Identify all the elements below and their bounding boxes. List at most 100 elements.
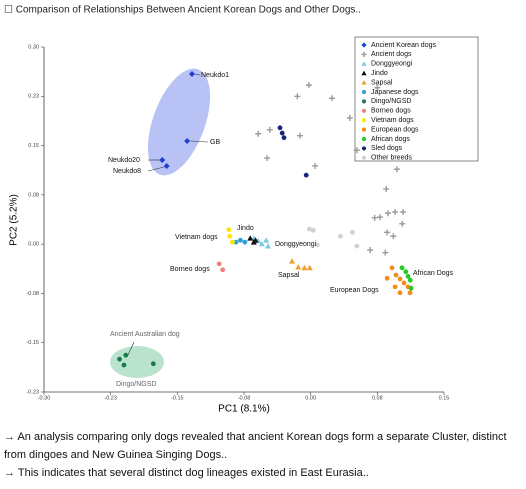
point <box>392 208 399 215</box>
legend-marker <box>361 118 367 123</box>
point <box>297 132 303 139</box>
point <box>400 208 407 215</box>
point <box>230 239 235 245</box>
point <box>305 82 312 89</box>
cluster-highlight <box>147 68 211 176</box>
legend-marker <box>361 89 367 95</box>
legend-label: European dogs <box>371 126 419 133</box>
y-tick-label: -0.15 <box>26 340 39 346</box>
point <box>314 242 320 248</box>
point <box>393 272 399 278</box>
legend-marker <box>361 51 367 57</box>
point <box>163 162 170 169</box>
point <box>247 235 254 241</box>
legend-marker <box>361 136 367 142</box>
legend-label: Japanese dogs <box>371 89 419 96</box>
point <box>238 237 243 243</box>
point <box>242 239 248 245</box>
point <box>281 135 287 141</box>
x-tick-label: -0.15 <box>171 395 184 401</box>
point <box>303 172 309 178</box>
point <box>408 285 414 291</box>
chart: ☐ Comparison of Relationships Between An… <box>4 5 479 415</box>
notes: → An analysis comparing only dogs reveal… <box>4 428 522 482</box>
legend-marker <box>361 146 367 151</box>
point <box>384 229 391 236</box>
point <box>266 126 273 133</box>
legend-marker <box>361 80 367 85</box>
annotation: Dingo/NGSD <box>116 381 156 388</box>
cluster-highlight <box>110 346 164 378</box>
note: → An analysis comparing only dogs reveal… <box>4 431 507 461</box>
legend-marker <box>361 127 367 132</box>
point <box>295 264 302 270</box>
point <box>279 130 285 136</box>
point <box>346 114 353 121</box>
legend-marker <box>361 108 367 113</box>
legend-label: Jindo <box>371 70 388 77</box>
x-tick-label: 0.08 <box>372 395 383 401</box>
legend-label: Sled dogs <box>371 145 403 152</box>
legend-label: Vietnam dogs <box>371 117 414 124</box>
x-tick-label: 0.00 <box>305 395 316 401</box>
y-axis-label: PC2 (5.2%) <box>9 194 20 246</box>
legend-box <box>354 36 479 162</box>
point <box>353 147 360 154</box>
legend-label: African dogs <box>371 136 410 143</box>
legend-label: Donggyeongi <box>371 61 413 68</box>
point <box>399 220 406 227</box>
legend-label: Dingo/NGSD <box>371 98 411 105</box>
annotation: Neukdo1 <box>201 72 229 79</box>
point <box>384 275 390 281</box>
point <box>184 137 191 144</box>
point <box>371 214 378 221</box>
note: → This indicates that several distinct d… <box>4 467 369 479</box>
point <box>397 290 403 296</box>
y-tick-label: -0.23 <box>26 389 39 395</box>
point <box>312 162 319 169</box>
point <box>220 267 226 273</box>
point <box>258 240 265 247</box>
legend-label: Ancient dogs <box>371 51 412 58</box>
x-tick-label: -0.30 <box>38 395 51 401</box>
point <box>123 352 129 358</box>
point <box>306 226 312 232</box>
y-tick-label: 0.30 <box>28 44 39 50</box>
point <box>393 166 400 173</box>
point <box>350 229 355 235</box>
point <box>227 233 233 239</box>
legend-marker <box>361 99 367 104</box>
point <box>338 233 343 239</box>
point <box>374 84 381 91</box>
annotation-arrows <box>127 73 209 356</box>
point <box>392 284 398 290</box>
point <box>150 361 156 367</box>
annotation: Sapsal <box>278 272 300 279</box>
x-tick-label: 0.15 <box>439 395 450 401</box>
point <box>389 265 395 271</box>
point <box>252 237 259 243</box>
point <box>117 356 122 362</box>
point <box>397 276 403 282</box>
point <box>301 264 308 271</box>
point <box>405 273 411 279</box>
legend-label: Ancient Korean dogs <box>371 42 436 49</box>
annotation: Neukdo20 <box>108 157 140 164</box>
y-tick-label: 0.00 <box>28 242 39 248</box>
legend-marker <box>361 155 367 160</box>
legend-marker <box>361 42 367 48</box>
y-tick-label: 0.15 <box>28 143 39 149</box>
point <box>399 265 405 271</box>
point <box>226 227 232 233</box>
annotation: Neukdo8 <box>113 168 141 175</box>
point <box>306 264 313 271</box>
y-tick-label: 0.23 <box>28 94 39 100</box>
point <box>382 249 389 256</box>
point <box>265 243 271 249</box>
point <box>329 95 335 102</box>
x-axis-label: PC1 (8.1%) <box>218 404 270 415</box>
point <box>121 362 127 368</box>
point <box>263 237 270 243</box>
annotation: African Dogs <box>413 270 454 277</box>
